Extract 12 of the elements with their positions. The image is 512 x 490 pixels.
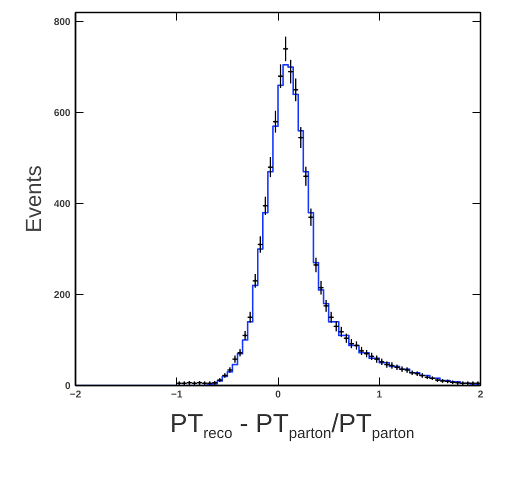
x-tick-label: −2 bbox=[70, 390, 82, 400]
y-axis-title: Events bbox=[20, 165, 46, 233]
x-tick-label: 0 bbox=[275, 390, 282, 400]
y-tick-label: 400 bbox=[54, 199, 71, 210]
y-tick-label: 200 bbox=[54, 290, 71, 302]
x-tick-label: 2 bbox=[478, 390, 484, 400]
x-axis-title: PT$_{reco}$ - PT$_{parton}$/PT$_{parton}$ bbox=[170, 407, 414, 444]
y-tick-label: 800 bbox=[54, 17, 71, 28]
x-tick-label: −1 bbox=[171, 390, 183, 400]
y-tick-label: 600 bbox=[54, 108, 71, 120]
x-tick-label: 1 bbox=[376, 390, 382, 400]
y-tick-label: 0 bbox=[64, 381, 71, 392]
